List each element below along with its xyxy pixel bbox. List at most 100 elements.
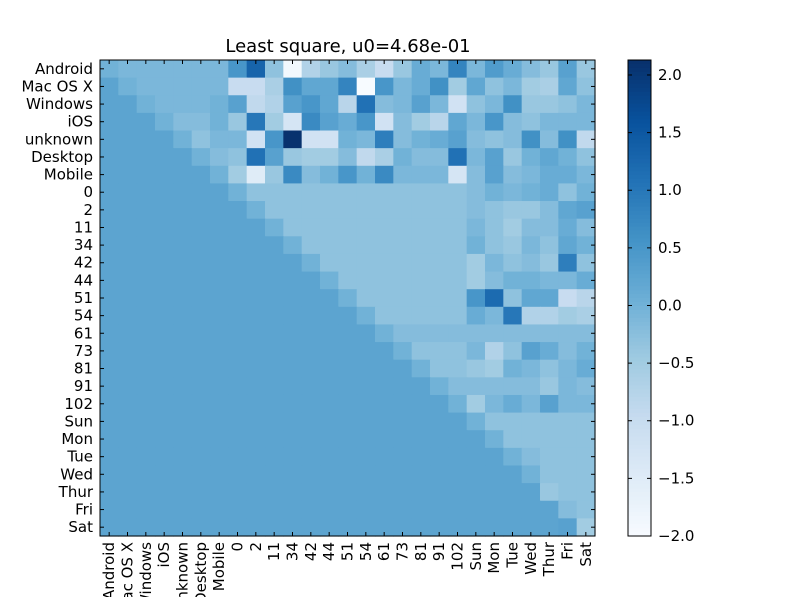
heatmap-cell xyxy=(118,95,138,114)
colorbar-segment xyxy=(628,206,651,212)
heatmap-cell xyxy=(228,324,248,343)
x-tick-label: 11 xyxy=(265,542,283,561)
heatmap-cell xyxy=(283,112,303,132)
heatmap-cell xyxy=(100,253,119,273)
heatmap-cell xyxy=(375,465,394,484)
heatmap-cell xyxy=(521,77,541,96)
heatmap-cell xyxy=(430,148,449,167)
heatmap-cell xyxy=(210,95,229,114)
colorbar-segment xyxy=(628,357,651,363)
heatmap-cell xyxy=(136,412,156,431)
heatmap-cell xyxy=(411,77,431,96)
heatmap-cell xyxy=(136,60,156,79)
heatmap-cell xyxy=(375,253,394,273)
heatmap-cell xyxy=(320,447,339,467)
heatmap-cell xyxy=(118,359,138,378)
heatmap-cell xyxy=(136,289,156,308)
colorbar-segment xyxy=(628,484,651,489)
heatmap-cell xyxy=(521,465,541,484)
heatmap-cell xyxy=(173,518,193,537)
heatmap-cell xyxy=(448,412,468,431)
heatmap-cell xyxy=(356,289,376,308)
colorbar-tick-label: 2.0 xyxy=(658,66,682,84)
heatmap-cell xyxy=(228,465,248,484)
heatmap-cell xyxy=(173,412,193,431)
heatmap-cell xyxy=(283,218,303,237)
heatmap-cell xyxy=(301,430,321,449)
heatmap-cell xyxy=(191,95,211,114)
heatmap-cell xyxy=(338,60,358,79)
heatmap-cell xyxy=(485,77,504,96)
heatmap-cell xyxy=(540,465,559,484)
heatmap-cell xyxy=(411,377,431,396)
heatmap-cell xyxy=(246,253,266,273)
heatmap-cell xyxy=(100,359,119,378)
heatmap-cell xyxy=(558,430,578,449)
heatmap-cell xyxy=(540,306,559,326)
heatmap-cell xyxy=(338,95,358,114)
x-tick-label: 51 xyxy=(339,542,357,561)
heatmap-cell xyxy=(466,201,486,220)
heatmap-cell xyxy=(558,112,578,132)
colorbar-segment xyxy=(628,420,651,426)
heatmap-cell xyxy=(375,483,394,502)
heatmap-cell xyxy=(283,483,303,502)
heatmap-cell xyxy=(356,412,376,431)
colorbar-segment xyxy=(628,123,651,129)
heatmap-cell xyxy=(155,394,174,414)
heatmap-cell xyxy=(393,201,413,220)
heatmap-cell xyxy=(485,165,504,185)
colorbar-segment xyxy=(628,313,651,319)
y-tick-label: unknown xyxy=(25,130,93,148)
heatmap-cell xyxy=(448,95,468,114)
heatmap-cell xyxy=(430,95,449,114)
heatmap-cell xyxy=(558,271,578,290)
heatmap-cell xyxy=(430,483,449,502)
x-tick-label: Mac OS X xyxy=(119,542,137,597)
heatmap-cell xyxy=(411,130,431,149)
heatmap-cell xyxy=(118,483,138,502)
heatmap-cell xyxy=(100,483,119,502)
heatmap-cell xyxy=(521,359,541,378)
heatmap-cell xyxy=(155,306,174,326)
heatmap-cell xyxy=(246,377,266,396)
heatmap-cell xyxy=(466,394,486,414)
heatmap-cell xyxy=(210,130,229,149)
heatmap-cell xyxy=(338,77,358,96)
heatmap-cell xyxy=(411,412,431,431)
heatmap-cell xyxy=(210,253,229,273)
heatmap-cell xyxy=(210,306,229,326)
heatmap-cell xyxy=(503,500,523,519)
heatmap-cell xyxy=(210,201,229,220)
x-tick-label: 91 xyxy=(430,542,448,561)
heatmap-cell xyxy=(448,394,468,414)
heatmap-cell xyxy=(411,447,431,467)
heatmap-cell xyxy=(301,148,321,167)
colorbar-segment xyxy=(628,516,651,521)
heatmap-cell xyxy=(283,412,303,431)
heatmap-cell xyxy=(210,342,229,361)
heatmap-cell xyxy=(448,253,468,273)
heatmap-cell xyxy=(466,148,486,167)
colorbar-segment xyxy=(628,520,651,525)
heatmap-cell xyxy=(375,430,394,449)
y-tick-label: 102 xyxy=(64,395,93,413)
colorbar-segment xyxy=(628,99,651,105)
colorbar-segment xyxy=(628,254,651,259)
heatmap-cell xyxy=(576,95,596,114)
heatmap-cell xyxy=(485,95,504,114)
heatmap-cell xyxy=(155,112,174,132)
heatmap-cell xyxy=(320,412,339,431)
heatmap-cell xyxy=(191,201,211,220)
heatmap-cell xyxy=(100,377,119,396)
colorbar-segment xyxy=(628,270,651,275)
colorbar-segment xyxy=(628,194,651,200)
heatmap-cell xyxy=(466,165,486,185)
heatmap-cell xyxy=(246,271,266,290)
colorbar-segment xyxy=(628,464,651,470)
colorbar-segment xyxy=(628,274,651,279)
heatmap-cell xyxy=(136,95,156,114)
heatmap-cell xyxy=(356,165,376,185)
colorbar-segment xyxy=(628,186,651,192)
heatmap-cell xyxy=(521,430,541,449)
